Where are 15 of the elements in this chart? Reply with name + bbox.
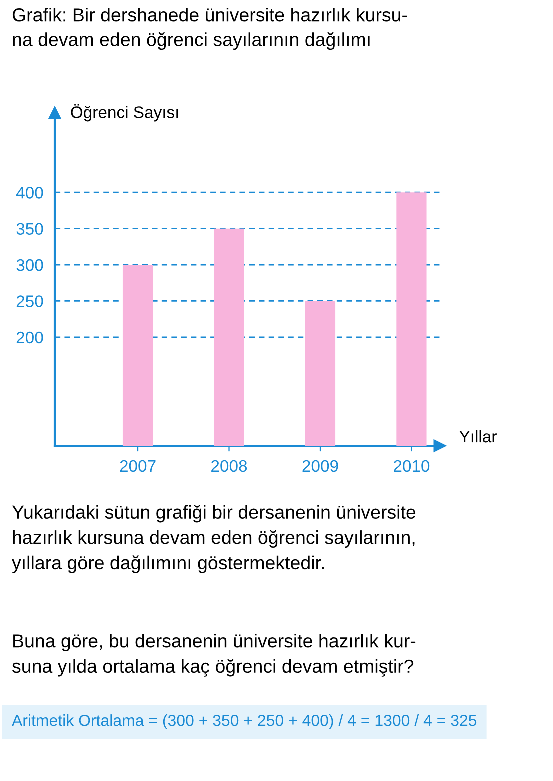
y-tick-label: 250 — [16, 296, 44, 308]
text: Yukarıdaki sütun grafiği bir dersanenin üniversite hazırlık kursuna devam eden öğrenci sayılarının, yıllara göre dağılımını göstermektedir. — [12, 505, 416, 574]
chart-title: Grafik: Bir dershanede üniversite hazırlık kursu- na devam eden öğrenci sayılarının dağılımı — [12, 8, 408, 50]
x-tick-label: 2007 — [120, 460, 156, 472]
x-tick-label: 2009 — [302, 460, 338, 472]
y-tick-label: 400 — [16, 187, 44, 199]
y-axis-title: Öğrenci Sayısı — [71, 104, 178, 122]
y-tick-label: 200 — [16, 332, 44, 344]
y-tick-label: 300 — [16, 259, 44, 272]
text: Aritmetik Ortalama = (300 + 350 + 250 + 400) / 4 = 1300 / 4 = 325 — [12, 714, 477, 730]
x-tick-label: 2010 — [394, 460, 430, 472]
text: Buna göre, bu dersanenin üniversite hazırlık kur- suna yılda ortalama kaç öğrenci devam etmiştir? — [12, 634, 416, 677]
y-tick-label: 350 — [16, 223, 44, 236]
x-axis-title: Yıllar — [460, 430, 497, 443]
x-tick-label: 2008 — [212, 460, 248, 472]
